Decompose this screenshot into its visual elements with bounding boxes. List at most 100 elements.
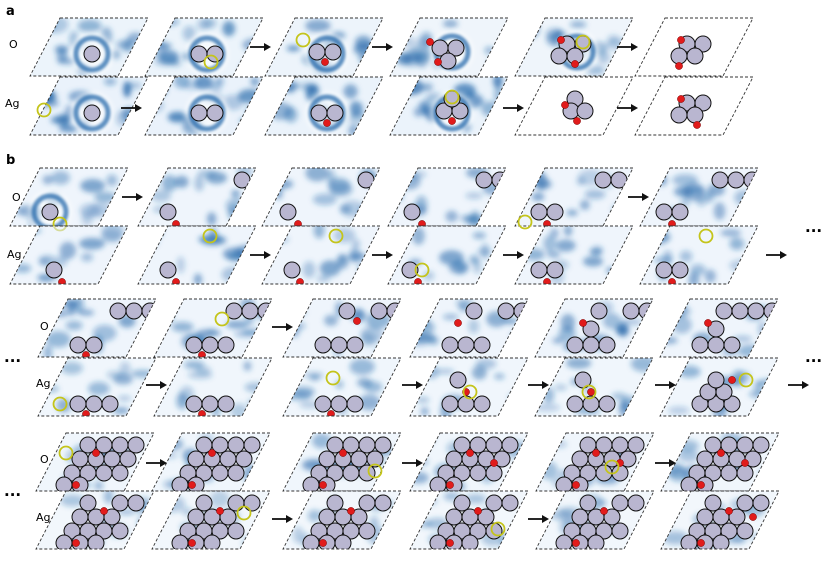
o-atom (749, 513, 757, 521)
ag-atom (579, 494, 597, 512)
ag-atom (79, 494, 97, 512)
ag-atom (728, 508, 746, 526)
arrow-right-icon (146, 459, 167, 467)
ag-atom (358, 436, 376, 454)
ag-atom (127, 494, 145, 512)
arrow-right-icon (272, 515, 293, 523)
ag-atom (723, 336, 741, 354)
ag-atom (358, 522, 376, 540)
ag-atom (587, 534, 605, 549)
arrow-right-icon (372, 43, 393, 51)
o-atom (600, 507, 608, 515)
ellipsis-icon: ... (805, 218, 822, 236)
ag-atom (736, 436, 754, 454)
ag-atom (366, 450, 384, 468)
ag-atom (473, 395, 491, 413)
ag-atom (611, 494, 629, 512)
ag-atom (671, 203, 689, 221)
ag-atom (374, 436, 392, 454)
ag-atom (619, 450, 637, 468)
ag-atom (670, 47, 688, 65)
layer-parallelogram (137, 167, 257, 227)
highlight-ring (414, 262, 430, 278)
o-atom (446, 539, 454, 547)
o-atom (573, 117, 581, 125)
arrow-right-icon (655, 459, 676, 467)
o-atom (697, 539, 705, 547)
o-atom (327, 410, 335, 416)
layer-parallelogram (261, 225, 381, 285)
layer-parallelogram (282, 298, 402, 358)
highlight-ring (36, 102, 52, 118)
layer-parallelogram (514, 76, 634, 136)
ag-atom (187, 508, 205, 526)
layer-parallelogram (389, 17, 509, 77)
o-atom (434, 58, 442, 66)
ag-atom (445, 450, 463, 468)
layer-parallelogram (409, 298, 529, 358)
ag-atom (71, 508, 89, 526)
ag-atom (206, 104, 224, 122)
layer-parallelogram (514, 167, 634, 230)
ag-atom (445, 508, 463, 526)
ag-atom (582, 320, 600, 338)
layer-parallelogram (261, 167, 381, 227)
o-atom (321, 58, 329, 66)
highlight-ring (604, 459, 620, 475)
ag-atom (374, 494, 392, 512)
o-atom (208, 449, 216, 457)
ag-atom (694, 35, 712, 53)
ag-atom (227, 522, 245, 540)
ag-atom (546, 261, 564, 279)
ag-atom (41, 203, 59, 221)
ag-atom (69, 336, 87, 354)
ag-atom (190, 104, 208, 122)
layer-parallelogram (409, 357, 529, 417)
arrow-right-icon (121, 104, 142, 112)
layer-parallelogram (389, 76, 509, 136)
ag-atom (736, 464, 754, 482)
ag-atom (485, 464, 503, 482)
layer-parallelogram (35, 490, 155, 550)
row-label-o: O (9, 38, 18, 51)
o-atom (296, 278, 304, 284)
ag-atom (201, 395, 219, 413)
layer-parallelogram (660, 432, 780, 492)
arrow-right-icon (528, 381, 549, 389)
o-atom (668, 278, 676, 284)
layer-parallelogram (535, 490, 655, 550)
ag-atom (670, 106, 688, 124)
ag-atom (744, 450, 762, 468)
ag-atom (566, 395, 584, 413)
highlight-ring (295, 32, 311, 48)
ag-atom (334, 534, 352, 549)
layer-parallelogram (9, 167, 129, 232)
ag-atom (447, 39, 465, 57)
layer-parallelogram (153, 298, 273, 358)
ag-atom (45, 261, 63, 279)
ag-atom (736, 522, 754, 540)
arrow-right-icon (617, 104, 638, 112)
o-atom (675, 62, 683, 70)
row-label-ag: Ag (7, 248, 22, 261)
ag-atom (441, 336, 459, 354)
ag-atom (95, 464, 113, 482)
ag-atom (103, 450, 121, 468)
ag-atom (283, 261, 301, 279)
ag-atom (326, 104, 344, 122)
layer-parallelogram (153, 357, 273, 417)
ag-atom (546, 203, 564, 221)
layer-parallelogram (282, 490, 402, 550)
row-label-o: O (40, 320, 49, 333)
highlight-ring (581, 384, 597, 400)
highlight-ring (236, 505, 252, 521)
ag-atom (501, 436, 519, 454)
ag-atom (611, 522, 629, 540)
highlight-ring (52, 396, 68, 412)
ag-atom (71, 450, 89, 468)
ag-atom (318, 450, 336, 468)
layer-parallelogram (264, 17, 384, 77)
layer-parallelogram (514, 17, 634, 77)
ag-atom (342, 464, 360, 482)
panel-a-letter: a (6, 4, 15, 19)
